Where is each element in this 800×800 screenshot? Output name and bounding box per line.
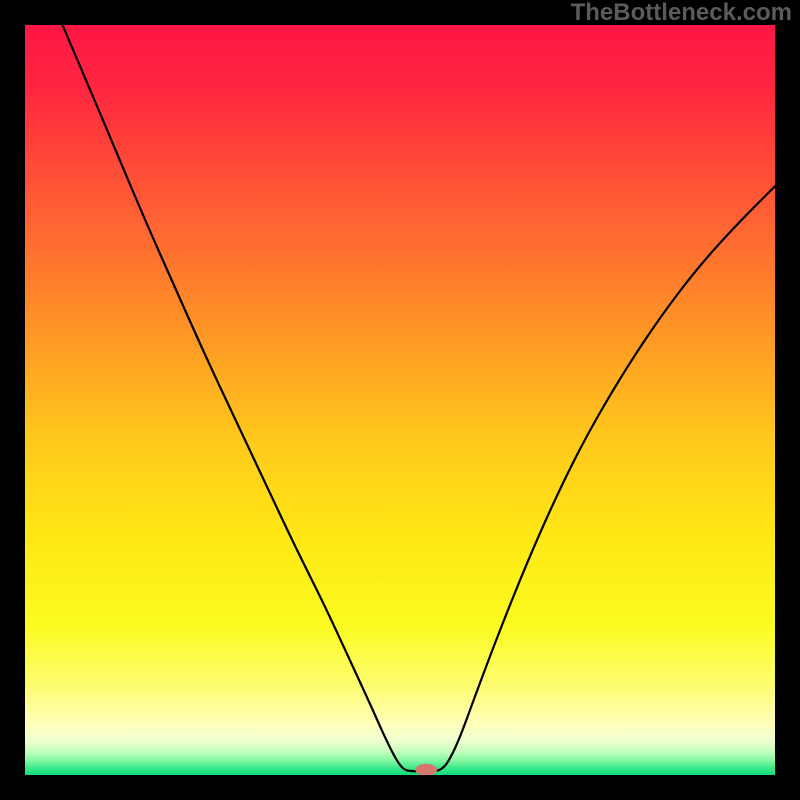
watermark-text: TheBottleneck.com <box>571 0 792 27</box>
plot-area <box>25 25 775 775</box>
chart-background <box>25 25 775 775</box>
chart-svg <box>25 25 775 775</box>
